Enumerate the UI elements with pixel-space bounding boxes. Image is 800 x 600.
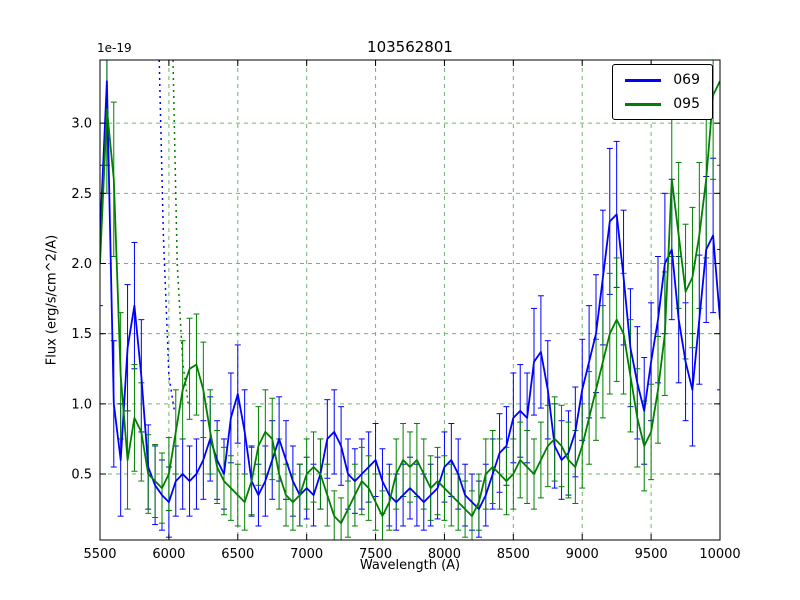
series-line-095 [100, 80, 720, 525]
x-tick-label: 6500 [221, 547, 254, 562]
x-tick-label: 8500 [497, 547, 530, 562]
legend: 069 095 [612, 64, 713, 120]
x-tick-label: 8000 [428, 547, 461, 562]
y-axis-offset-label: 1e-19 [97, 41, 132, 55]
y-tick-label: 2.5 [71, 187, 92, 202]
y-tick-label: 1.5 [71, 327, 92, 342]
x-tick-label: 6000 [152, 547, 185, 562]
tick-labels: 5500 6000 6500 7000 7500 8000 8500 9000 9500 1000… [71, 117, 740, 562]
x-tick-label: 7000 [290, 547, 323, 562]
x-tick-label: 10000 [699, 547, 740, 562]
y-axis-label: Flux (erg/s/cm^2/A) [44, 234, 60, 366]
y-tick-label: 1.0 [71, 397, 92, 412]
dotted-segment-1 [172, 60, 189, 404]
legend-label: 069 [673, 72, 700, 88]
legend-line-swatch [625, 78, 662, 82]
legend-item-069: 069 [625, 73, 700, 87]
legend-label: 095 [673, 96, 700, 112]
x-tick-label: 9000 [566, 547, 599, 562]
tick-marks [99, 60, 721, 540]
axes-frame [99, 59, 721, 541]
legend-item-095: 095 [625, 97, 700, 111]
y-tick-label: 2.0 [71, 257, 92, 272]
series-line-069 [100, 80, 720, 511]
x-tick-label: 9500 [635, 547, 668, 562]
legend-line-swatch [625, 102, 662, 106]
x-axis-label: Wavelength (A) [359, 558, 461, 573]
x-tick-label: 7500 [359, 547, 392, 562]
plot-title: 103562801 [367, 38, 453, 56]
y-tick-label: 3.0 [71, 117, 92, 132]
x-tick-label: 5500 [83, 547, 116, 562]
y-tick-label: 0.5 [71, 468, 92, 483]
